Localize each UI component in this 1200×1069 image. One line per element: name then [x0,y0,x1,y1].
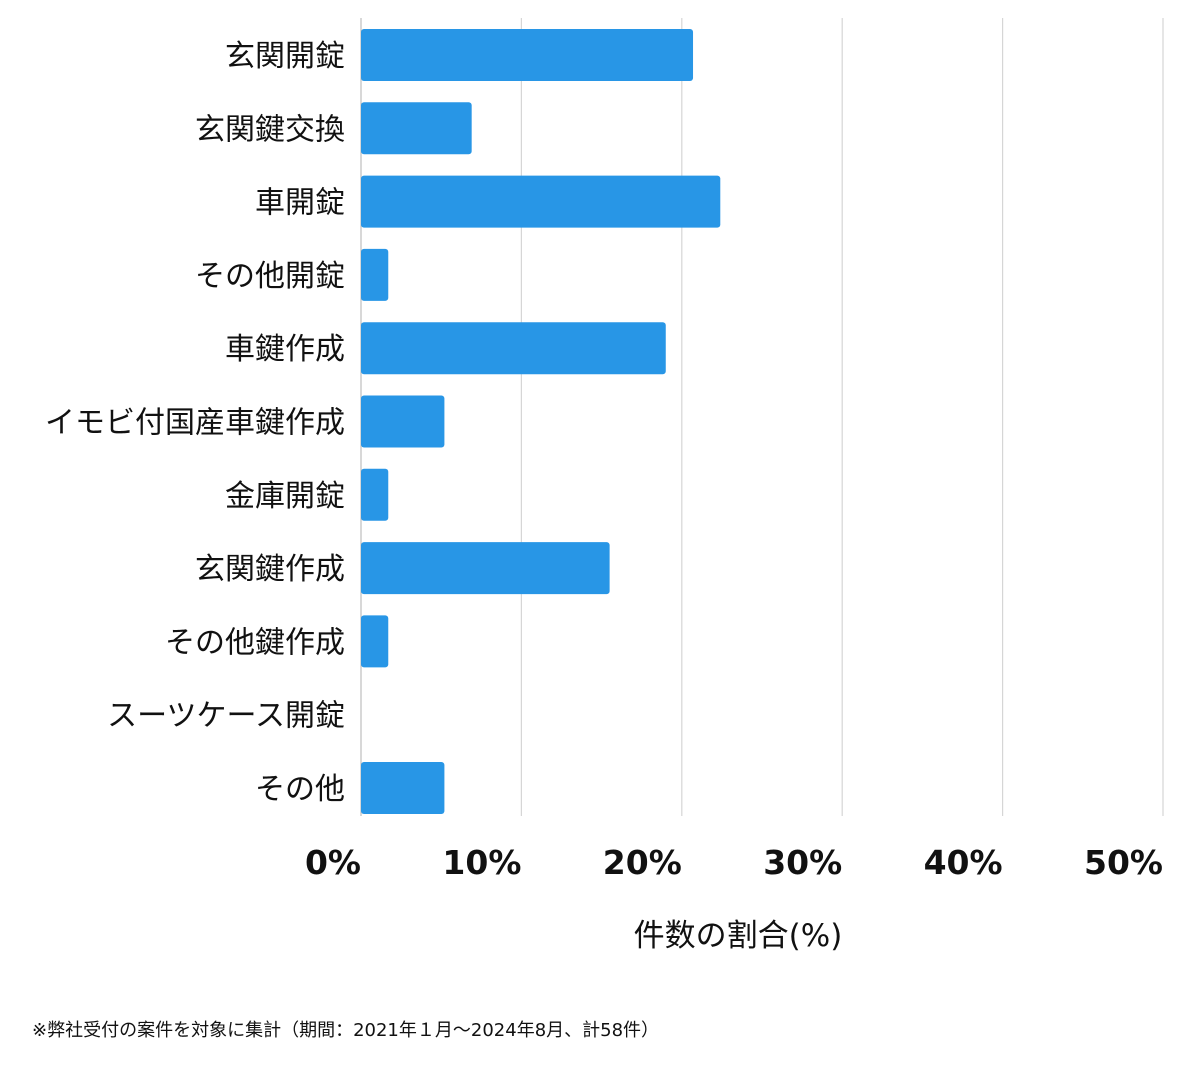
category-label: 車鍵作成 [225,332,345,367]
grid-lines [360,18,1164,816]
x-tick-label: 20% [603,843,682,882]
bar-chart: 玄関開錠玄関鍵交換車開錠その他開錠車鍵作成イモビ付国産車鍵作成金庫開錠玄関鍵作成… [45,18,1164,954]
bar [361,102,472,155]
bar [361,468,389,521]
category-labels: 玄関開錠玄関鍵交換車開錠その他開錠車鍵作成イモビ付国産車鍵作成金庫開錠玄関鍵作成… [45,39,345,807]
bar [361,175,721,228]
bar [361,322,666,375]
bar [361,29,694,81]
bar [361,615,389,668]
category-label: 玄関鍵作成 [195,552,345,587]
bar [361,248,389,301]
category-label: その他 [255,772,345,807]
category-label: スーツケース開錠 [107,699,345,734]
x-axis-title: 件数の割合(%) [634,918,843,954]
category-label: 玄関鍵交換 [195,112,345,147]
x-tick-label: 30% [763,843,842,882]
x-tick-label: 40% [924,843,1003,882]
bar [361,762,445,814]
x-tick-label: 10% [442,843,521,882]
category-label: 金庫開錠 [225,479,345,514]
footnote: ※弊社受付の案件を対象に集計（期間：2021年１月〜2024年8月、計58件） [32,1020,660,1041]
category-label: その他開錠 [195,259,345,294]
x-tick-label: 0% [305,843,361,882]
category-label: イモビ付国産車鍵作成 [45,406,345,441]
x-tick-labels: 0% 10% 20% 30% 40% 50% [305,843,1163,882]
category-label: 玄関開錠 [225,39,345,74]
bars [361,29,721,814]
bar [361,395,445,448]
x-tick-label: 50% [1084,843,1163,882]
bar [361,542,610,595]
category-label: その他鍵作成 [165,625,345,660]
category-label: 車開錠 [255,186,345,221]
